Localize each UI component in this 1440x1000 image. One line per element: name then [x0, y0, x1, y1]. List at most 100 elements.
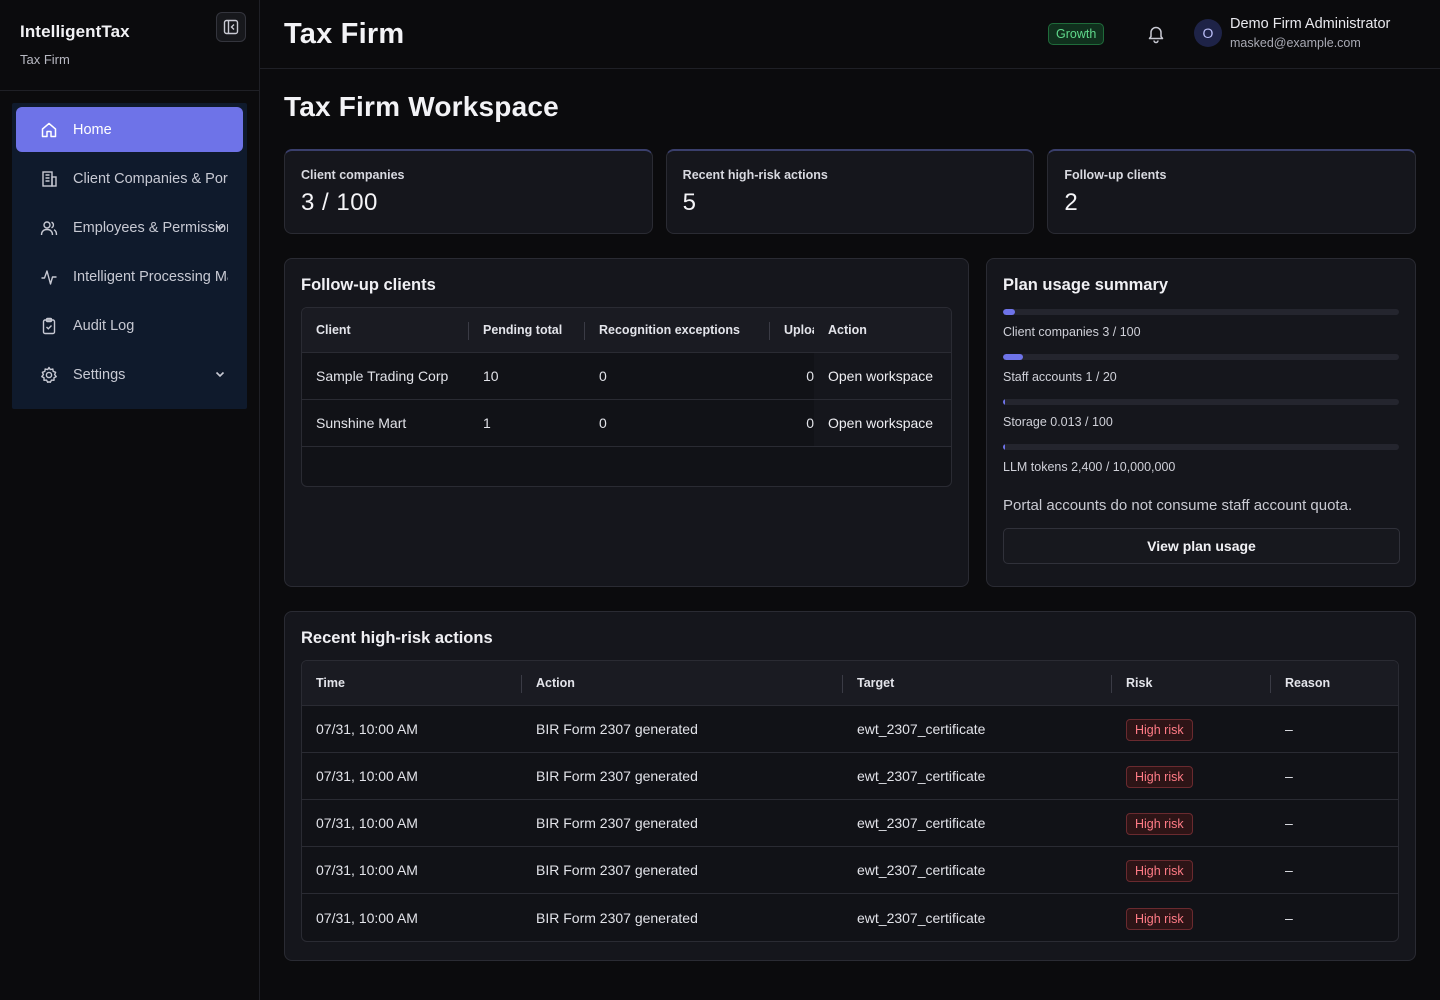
card-title: Plan usage summary [1003, 276, 1169, 294]
brand-header: IntelligentTax Tax Firm [0, 0, 259, 91]
plan-note: Portal accounts do not consume staff acc… [1003, 497, 1353, 514]
action-time: 07/31, 10:00 AM [316, 862, 418, 878]
stat-value: 2 [1064, 189, 1079, 216]
sidebar-item-home[interactable]: Home [16, 107, 243, 152]
table-row: Sample Trading Corp 10 0 0 Open workspac… [302, 353, 951, 400]
column-header-recognition-exceptions: Recognition exceptions [585, 308, 770, 353]
status-badge: High risk [1126, 813, 1193, 836]
sidebar-item-label: Home [73, 121, 112, 138]
usage-label: Client companies 3 / 100 [1003, 325, 1141, 339]
column-header-risk: Risk [1112, 661, 1271, 706]
building-icon [40, 170, 58, 188]
stat-value: 5 [682, 189, 697, 216]
table-row: 07/31, 10:00 AM BIR Form 2307 generated ew… [302, 847, 1398, 894]
uploads: 0 [806, 368, 814, 384]
activity-icon [40, 268, 58, 286]
card-title: Follow-up clients [301, 276, 436, 294]
usage-bar [1003, 399, 1399, 405]
column-header-action: Action [828, 322, 867, 337]
stat-label: Recent high-risk actions [682, 168, 828, 182]
risk-cell: High risk [1112, 895, 1271, 941]
uploads: 0 [806, 415, 814, 431]
stat-label: Follow-up clients [1064, 168, 1167, 182]
column-header-time: Time [302, 661, 522, 706]
top-bar: Tax Firm Growth O Demo Firm Administrato… [260, 0, 1440, 69]
sidebar-item-label: Audit Log [73, 317, 135, 334]
stat-label: Client companies [301, 168, 405, 182]
gear-icon [40, 366, 58, 384]
usage-label: Storage 0.013 / 100 [1003, 415, 1113, 429]
home-icon [40, 121, 58, 139]
sidebar-item-label: Settings [73, 366, 126, 383]
chevron-down-icon [215, 371, 225, 378]
column-header-action: Action [522, 661, 843, 706]
usage-bar [1003, 444, 1399, 450]
stats-row: Client companies 3 / 100 Recent high-ris… [284, 149, 1417, 234]
clipboard-icon [40, 317, 58, 335]
usage-staff-accounts: Staff accounts 1 / 20 [1003, 354, 1399, 385]
app-header-title: Tax Firm [284, 17, 405, 50]
follow-up-table: Client Pending total Recognition excepti… [301, 307, 952, 487]
table-row: 07/31, 10:00 AM BIR Form 2307 generated ew… [302, 753, 1398, 800]
action-name: BIR Form 2307 generated [536, 768, 698, 784]
action-target: ewt_2307_certificate [857, 909, 986, 926]
usage-bar [1003, 354, 1399, 360]
pending-total: 1 [483, 415, 491, 431]
sidebar-item-employees[interactable]: Employees & Permissions [16, 205, 243, 250]
main-area: Tax Firm Growth O Demo Firm Administrato… [260, 0, 1440, 1000]
open-workspace-link[interactable]: Open workspace [814, 353, 951, 399]
sidebar-item-client-companies[interactable]: Client Companies & Portal [16, 156, 243, 201]
brand-subtitle: Tax Firm [20, 52, 70, 67]
action-name: BIR Form 2307 generated [536, 909, 698, 926]
status-badge: High risk [1126, 719, 1193, 742]
risk-cell: High risk [1112, 800, 1271, 846]
usage-llm-tokens: LLM tokens 2,400 / 10,000,000 [1003, 444, 1399, 475]
column-header-target: Target [843, 661, 1112, 706]
column-header-pending-total: Pending total [469, 308, 585, 353]
column-header-reason: Reason [1285, 675, 1331, 690]
follow-up-clients-card: Follow-up clients Client Pending total R… [284, 258, 969, 587]
sidebar-item-label: Employees & Permissions [73, 219, 228, 236]
user-email: masked@example.com [1230, 36, 1361, 50]
table-row: 07/31, 10:00 AM BIR Form 2307 generated ew… [302, 800, 1398, 847]
sidebar-item-audit-log[interactable]: Audit Log [16, 303, 243, 348]
stat-card-client-companies: Client companies 3 / 100 [284, 149, 653, 234]
chevron-down-icon [215, 224, 225, 231]
action-time: 07/31, 10:00 AM [316, 768, 418, 784]
recognition-exceptions: 0 [599, 415, 607, 431]
usage-bar-fill [1003, 444, 1005, 450]
plan-badge: Growth [1048, 23, 1105, 45]
bell-icon[interactable] [1146, 24, 1166, 44]
usage-bar-fill [1003, 354, 1023, 360]
action-reason: – [1285, 862, 1293, 878]
view-plan-usage-button[interactable]: View plan usage [1003, 528, 1400, 564]
collapse-sidebar-button[interactable] [216, 12, 246, 42]
open-workspace-link[interactable]: Open workspace [814, 400, 951, 446]
usage-label: Staff accounts 1 / 20 [1003, 370, 1117, 384]
sidebar-item-intelligent-processing[interactable]: Intelligent Processing Management [16, 254, 243, 299]
action-reason: – [1285, 721, 1293, 737]
action-target: ewt_2307_certificate [857, 862, 986, 878]
page-content: Tax Firm Workspace Client companies 3 / … [260, 91, 1440, 961]
brand-name: IntelligentTax [20, 22, 130, 41]
column-header-client: Client [302, 308, 469, 353]
usage-label: LLM tokens 2,400 / 10,000,000 [1003, 460, 1176, 474]
plan-usage-card: Plan usage summary Client companies 3 / … [986, 258, 1416, 587]
sidebar-nav: Home Client Companies & Portal Employees… [12, 103, 247, 409]
action-reason: – [1285, 815, 1293, 831]
table-empty-space [302, 447, 951, 486]
action-time: 07/31, 10:00 AM [316, 909, 418, 926]
usage-storage: Storage 0.013 / 100 [1003, 399, 1399, 430]
table-header: Client Pending total Recognition excepti… [302, 308, 951, 353]
client-name: Sample Trading Corp [316, 368, 449, 384]
user-menu[interactable]: O Demo Firm Administrator masked@example… [1194, 16, 1390, 50]
table-row: 07/31, 10:00 AM BIR Form 2307 generated ew… [302, 706, 1398, 753]
table-row: 07/31, 10:00 AM BIR Form 2307 generated ew… [302, 894, 1398, 941]
action-target: ewt_2307_certificate [857, 768, 986, 784]
page-title: Tax Firm Workspace [284, 91, 559, 122]
table-header: Time Action Target Risk Reason [302, 661, 1398, 706]
action-time: 07/31, 10:00 AM [316, 815, 418, 831]
sidebar-collapse-icon [223, 19, 239, 35]
sidebar-item-settings[interactable]: Settings [16, 352, 243, 397]
status-badge: High risk [1126, 766, 1193, 789]
